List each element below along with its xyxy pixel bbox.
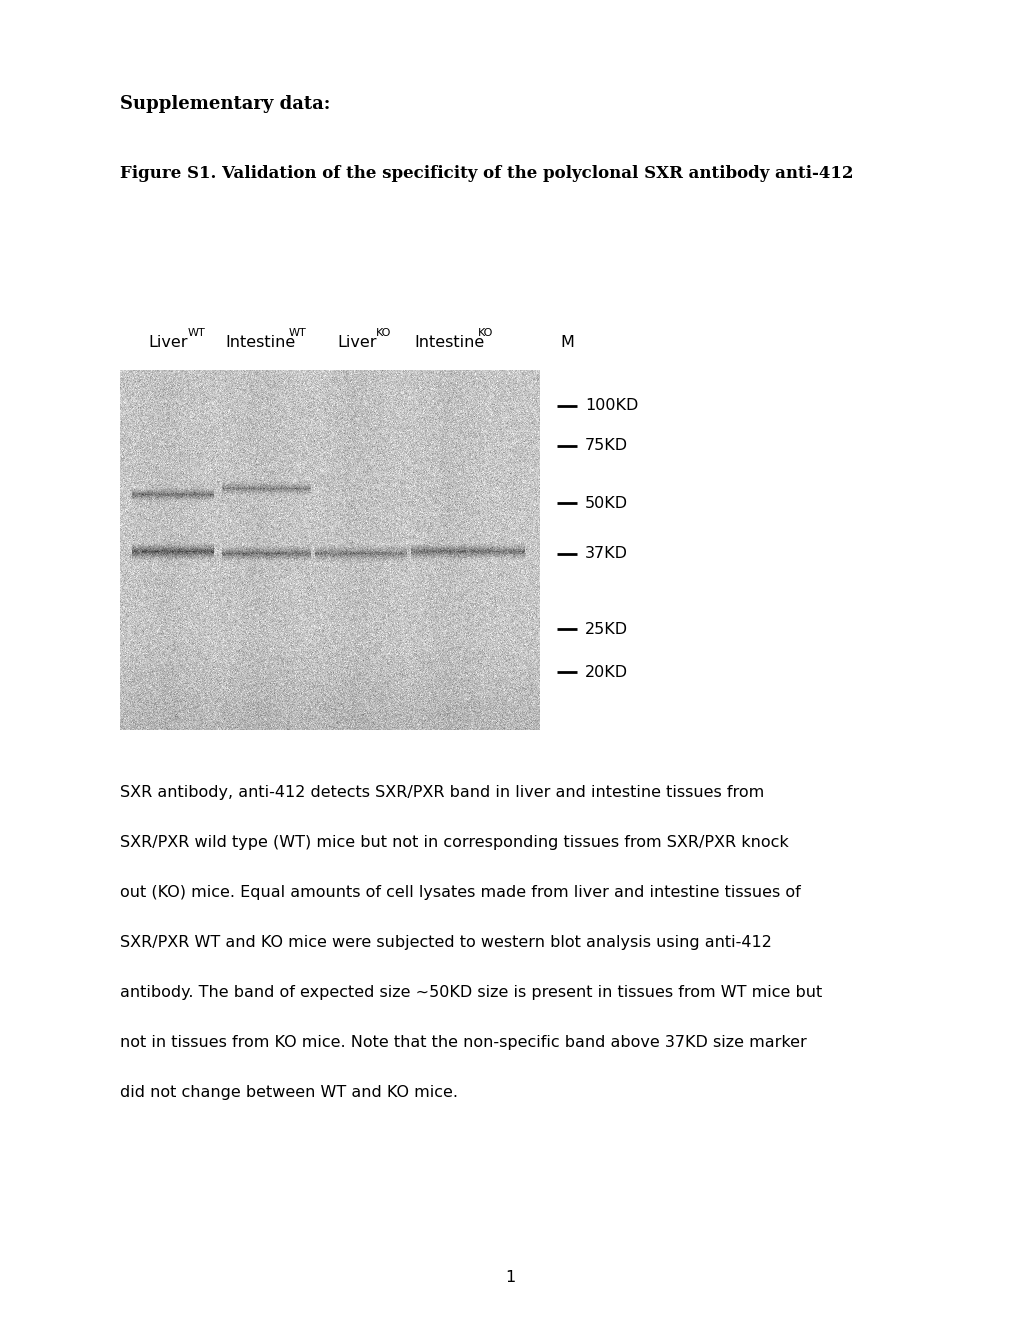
Text: M: M — [559, 335, 574, 350]
Text: WT: WT — [288, 327, 306, 338]
Text: Figure S1. Validation of the specificity of the polyclonal SXR antibody anti-412: Figure S1. Validation of the specificity… — [120, 165, 853, 182]
Text: SXR/PXR WT and KO mice were subjected to western blot analysis using anti-412: SXR/PXR WT and KO mice were subjected to… — [120, 935, 771, 950]
Text: Intestine: Intestine — [225, 335, 296, 350]
Text: Supplementary data:: Supplementary data: — [120, 95, 330, 114]
Text: KO: KO — [477, 327, 492, 338]
Text: 1: 1 — [504, 1270, 515, 1284]
Text: Intestine: Intestine — [414, 335, 484, 350]
Text: out (KO) mice. Equal amounts of cell lysates made from liver and intestine tissu: out (KO) mice. Equal amounts of cell lys… — [120, 884, 800, 900]
Text: 25KD: 25KD — [585, 622, 628, 636]
Text: WT: WT — [187, 327, 205, 338]
Text: 20KD: 20KD — [585, 665, 628, 680]
Text: KO: KO — [376, 327, 391, 338]
Text: 75KD: 75KD — [585, 438, 628, 453]
Text: not in tissues from KO mice. Note that the non-specific band above 37KD size mar: not in tissues from KO mice. Note that t… — [120, 1035, 806, 1049]
Text: Liver: Liver — [337, 335, 377, 350]
Text: 50KD: 50KD — [585, 496, 628, 511]
Text: 100KD: 100KD — [585, 399, 638, 413]
Text: antibody. The band of expected size ~50KD size is present in tissues from WT mic: antibody. The band of expected size ~50K… — [120, 985, 821, 1001]
Text: SXR antibody, anti-412 detects SXR/PXR band in liver and intestine tissues from: SXR antibody, anti-412 detects SXR/PXR b… — [120, 785, 763, 800]
Text: Liver: Liver — [149, 335, 187, 350]
Text: 37KD: 37KD — [585, 546, 628, 561]
Text: SXR/PXR wild type (WT) mice but not in corresponding tissues from SXR/PXR knock: SXR/PXR wild type (WT) mice but not in c… — [120, 836, 788, 850]
Text: did not change between WT and KO mice.: did not change between WT and KO mice. — [120, 1085, 458, 1100]
